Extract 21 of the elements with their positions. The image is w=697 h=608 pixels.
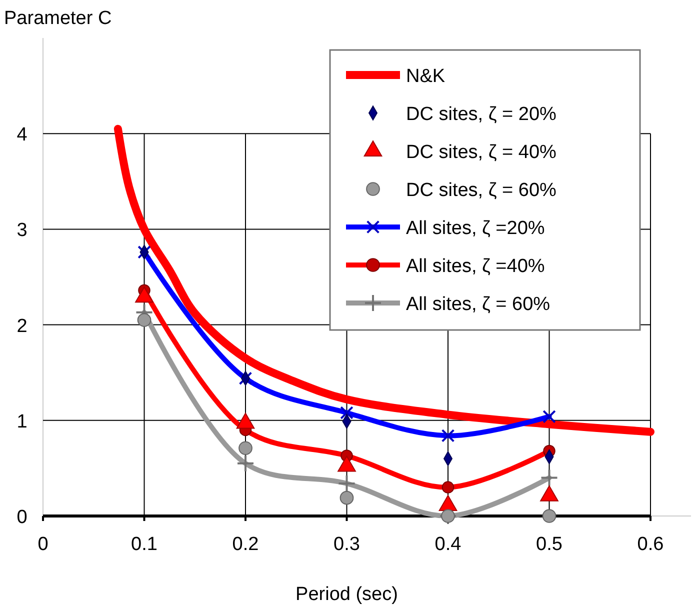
x-tick-label: 0.3 bbox=[334, 534, 360, 555]
x-tick-label: 0 bbox=[38, 534, 48, 555]
legend-label: All sites, ζ =20% bbox=[406, 218, 545, 239]
x-tick-label: 0.1 bbox=[131, 534, 158, 555]
y-tick-label: 2 bbox=[16, 316, 28, 337]
x-tick-label: 0.4 bbox=[434, 534, 462, 555]
legend-label: All sites, ζ = 60% bbox=[406, 294, 550, 315]
x-tick-label: 0.6 bbox=[637, 534, 664, 555]
y-tick-label: 1 bbox=[16, 411, 28, 432]
y-tick-label: 3 bbox=[16, 220, 28, 242]
legend-label: N&K bbox=[406, 66, 446, 87]
legend-label: DC sites, ζ = 40% bbox=[406, 142, 557, 163]
x-tick-label: 0.2 bbox=[232, 534, 259, 555]
legend-label: DC sites, ζ = 60% bbox=[406, 180, 557, 201]
y-tick-label: 0 bbox=[16, 507, 28, 528]
x-tick-label: 0.5 bbox=[536, 534, 562, 555]
legend-label: DC sites, ζ = 20% bbox=[406, 104, 557, 125]
y-tick-label: 4 bbox=[16, 124, 28, 146]
y-axis-title: Parameter C bbox=[4, 8, 112, 29]
x-axis-title: Period (sec) bbox=[296, 584, 398, 605]
legend-label: All sites, ζ =40% bbox=[406, 256, 545, 277]
